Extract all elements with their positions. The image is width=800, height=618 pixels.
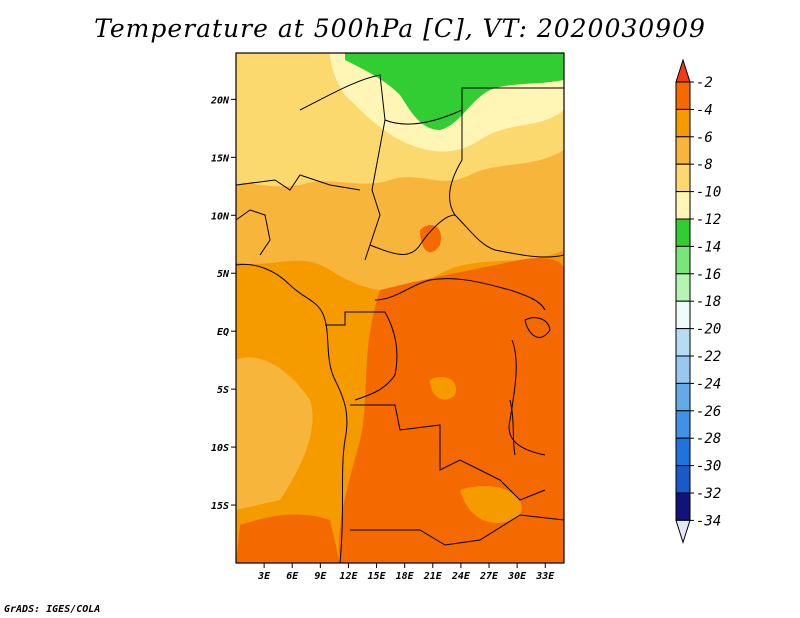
border-egypt	[461, 87, 564, 110]
colorbar-segment	[675, 108, 691, 138]
field-spot-a	[430, 376, 456, 400]
colorbar-label: -10	[696, 185, 721, 201]
border-south	[350, 514, 564, 546]
border-gabon-congo	[325, 311, 398, 401]
colorbar-segment	[675, 245, 691, 275]
border-east	[508, 339, 546, 456]
border-car	[369, 214, 456, 255]
field-patch-a	[420, 225, 441, 253]
colorbar-segment	[675, 273, 691, 302]
colorbar-label: -6	[696, 130, 713, 146]
colorbar-segment	[675, 163, 691, 193]
colorbar-segment	[675, 218, 691, 247]
field-coast-8	[236, 357, 313, 510]
x-tick-label: 21E	[423, 571, 443, 582]
colorbar-segment	[675, 492, 691, 521]
y-tick-label: 5N	[217, 269, 230, 280]
field-patch-b	[236, 514, 340, 563]
colorbar-segment	[675, 328, 691, 357]
colorbar-label: -20	[696, 322, 721, 338]
coastline	[236, 263, 348, 563]
x-tick-label: 18E	[396, 571, 415, 582]
colorbar-label: -22	[696, 349, 721, 365]
x-tick-label: 24E	[451, 571, 471, 582]
y-tick-label: 10N	[211, 211, 230, 222]
field-band-4	[339, 258, 564, 563]
lake-victoria	[524, 317, 551, 338]
colorbar-segment	[675, 136, 691, 165]
x-tick-label: 12E	[339, 571, 358, 582]
triangle-up-icon	[675, 58, 691, 83]
y-tick-label: EQ	[217, 327, 229, 338]
border-sahel	[236, 174, 361, 191]
y-tick-label: 15S	[211, 501, 229, 512]
colorbar-label: -26	[696, 404, 721, 420]
y-tick-label: 15N	[211, 153, 230, 164]
x-tick-label: 27E	[479, 571, 499, 582]
y-axis: 20N 15N 10N 5N EQ 5S 10S 15S	[210, 95, 236, 512]
chart-title: Temperature at 500hPa [C], VT: 202003090…	[94, 14, 706, 43]
x-tick-label: 9E	[314, 571, 327, 582]
colorbar-label: -18	[696, 294, 721, 310]
colorbar: -2 -4 -6 -8 -10 -12 -14 -16 -18 -20 -22 -24 -26 -28 -3…	[675, 58, 721, 545]
grads-credit: GrADS: IGES/COLA	[4, 604, 101, 615]
colorbar-label: -32	[696, 486, 721, 502]
border-drc-south	[350, 404, 546, 501]
colorbar-label: -28	[696, 431, 721, 447]
colorbar-label: -4	[696, 102, 713, 118]
colorbar-label: -2	[696, 75, 713, 91]
colorbar-segment	[675, 355, 691, 384]
field-band-14	[345, 53, 564, 130]
x-tick-label: 15E	[368, 571, 387, 582]
field-spot-b	[460, 486, 522, 523]
colorbar-segment	[675, 465, 691, 494]
map-borders	[236, 74, 564, 563]
colorbar-segment	[675, 300, 691, 330]
colorbar-label: -16	[696, 267, 721, 283]
x-tick-label: 6E	[286, 571, 299, 582]
y-tick-label: 20N	[210, 95, 230, 106]
border-westafrica	[236, 209, 271, 256]
colorbar-segment	[675, 437, 691, 467]
border-west	[299, 74, 386, 261]
colorbar-label: -34	[696, 513, 721, 529]
lake-tanganyika	[509, 399, 516, 456]
colorbar-segment	[675, 382, 691, 412]
colorbar-label: -14	[696, 239, 721, 255]
x-tick-label: 3E	[257, 571, 271, 582]
colorbar-segment	[675, 410, 691, 439]
colorbar-label: -30	[696, 459, 721, 475]
colorbar-label: -12	[696, 212, 721, 228]
x-tick-label: 33E	[535, 571, 555, 582]
map-frame	[235, 52, 565, 564]
colorbar-label: -24	[696, 376, 721, 392]
x-tick-label: 30E	[507, 571, 527, 582]
colorbar-segment	[675, 81, 691, 110]
triangle-down-icon	[675, 519, 691, 545]
colorbar-segment	[675, 191, 691, 220]
border-drc-north	[374, 278, 546, 311]
colorbar-label: -8	[696, 157, 713, 173]
x-axis: 3E 6E 9E 12E 15E 18E 21E 24E 27E 30E 33E	[257, 563, 555, 582]
y-tick-label: 5S	[217, 385, 229, 396]
y-tick-label: 10S	[211, 443, 229, 454]
temperature-field	[236, 53, 564, 563]
